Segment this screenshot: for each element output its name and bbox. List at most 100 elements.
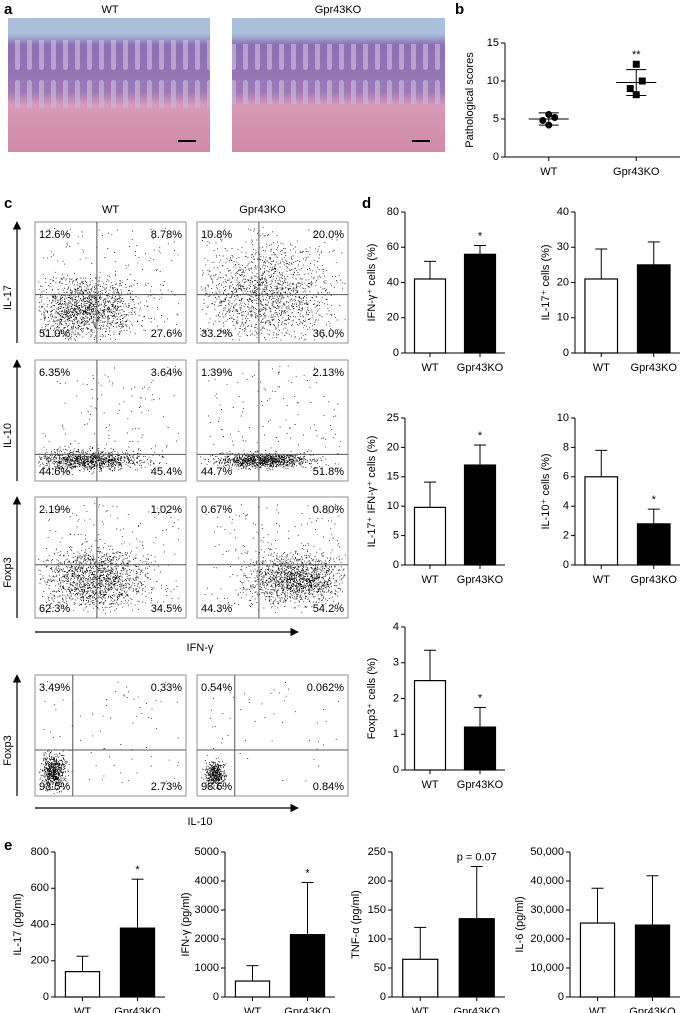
y-tick-label: 4000 (195, 875, 219, 887)
bar (458, 918, 495, 998)
y-axis-label: TNF-α (pg/ml) (350, 890, 362, 959)
histology-wt (8, 18, 210, 152)
y-tick-label: 50,000 (530, 846, 564, 858)
quadrant-percent: 0.33% (151, 682, 182, 694)
y-tick-label: 30,000 (530, 904, 564, 916)
bar (584, 476, 619, 566)
point (551, 113, 559, 121)
y-tick-label: 0 (43, 991, 49, 1003)
quadrant-percent: 51.0% (39, 328, 70, 340)
x-tick-label: WT (412, 1006, 429, 1013)
dot-cloud (204, 503, 346, 614)
y-tick-label: 3 (393, 657, 399, 669)
significance-label: ** (632, 49, 641, 61)
y-tick-label: 80 (387, 206, 399, 218)
quadrant-percent: 2.13% (313, 367, 344, 379)
y-tick-label: 2000 (195, 933, 219, 945)
y-tick-label: 5 (393, 530, 399, 542)
quadrant-percent: 36.0% (313, 328, 344, 340)
quadrant-percent: 98.6% (201, 781, 232, 793)
y-tick-label: 20 (387, 441, 399, 453)
bar (289, 934, 326, 998)
dot-cloud (200, 365, 342, 471)
panel-label: d (362, 195, 371, 212)
y-tick-label: 250 (368, 846, 386, 858)
y-tick-label: 50 (374, 962, 386, 974)
y-tick-label: 100 (368, 933, 386, 945)
significance-label: * (305, 867, 310, 879)
flow-x-label: IL-10 (187, 816, 212, 828)
y-tick-label: 10 (557, 312, 569, 324)
dot-cloud (38, 227, 179, 341)
x-tick-label: WT (244, 1006, 261, 1013)
y-axis-label: IL-17⁺ IFN-γ⁺ cells (%) (366, 436, 378, 548)
quadrant-percent: 44.3% (201, 603, 232, 615)
quadrant-percent: 0.67% (201, 504, 232, 516)
y-tick-label: 1000 (195, 962, 219, 974)
y-tick-label: 0 (393, 764, 399, 776)
x-tick-label: WT (421, 779, 438, 791)
x-tick-label: Gpr43KO (457, 362, 504, 374)
quadrant-percent: 54.2% (313, 603, 344, 615)
y-tick-label: 400 (31, 918, 49, 930)
y-tick-label: 4 (393, 621, 399, 633)
bar (636, 264, 671, 354)
y-tick-label: 8 (563, 441, 569, 453)
quadrant-percent: 0.54% (201, 682, 232, 694)
y-tick-label: 15 (387, 471, 399, 483)
y-tick-label: 800 (31, 846, 49, 858)
quadrant-percent: 44.6% (39, 466, 70, 478)
quadrant-percent: 0.80% (313, 504, 344, 516)
histology-label: Gpr43KO (315, 4, 362, 16)
bar (584, 278, 619, 354)
flow-y-label: Foxp3 (2, 735, 14, 766)
x-tick-label: Gpr43KO (613, 166, 660, 178)
quadrant-percent: 3.49% (39, 682, 70, 694)
quadrant-percent: 10.8% (201, 229, 232, 241)
x-tick-label: WT (589, 1006, 606, 1013)
y-axis-label: IL-6 (pg/ml) (514, 896, 526, 952)
y-tick-label: 10 (557, 412, 569, 424)
panel-label: b (455, 1, 464, 18)
quadrant-percent: 2.73% (151, 781, 182, 793)
bar (119, 927, 156, 998)
quadrant-percent: 33.2% (201, 328, 232, 340)
bar (634, 924, 671, 998)
y-tick-label: 0 (393, 347, 399, 359)
y-tick-label: 40 (387, 276, 399, 288)
flow-y-label: IL-10 (2, 423, 14, 448)
panel-label: a (4, 1, 13, 18)
quadrant-percent: 0.84% (313, 781, 344, 793)
y-axis-label: Pathological scores (464, 52, 476, 148)
x-tick-label: WT (421, 362, 438, 374)
y-axis-label: IL-10⁺ cells (%) (540, 453, 552, 529)
y-tick-label: 6 (563, 471, 569, 483)
panel-label: e (4, 837, 12, 854)
point (539, 117, 547, 125)
significance-label: * (478, 430, 483, 442)
y-tick-label: 2 (563, 530, 569, 542)
point (545, 110, 553, 118)
dot-cloud (201, 682, 340, 790)
bar (413, 278, 447, 354)
point (632, 91, 640, 99)
quadrant-percent: 27.6% (151, 328, 182, 340)
x-tick-label: WT (593, 362, 610, 374)
y-tick-label: 200 (31, 955, 49, 967)
y-tick-label: 200 (368, 875, 386, 887)
y-tick-label: 40 (557, 206, 569, 218)
y-tick-label: 5000 (195, 846, 219, 858)
x-tick-label: Gpr43KO (284, 1006, 331, 1013)
y-axis-label: IL-17 (pg/ml) (12, 893, 24, 955)
y-tick-label: 0 (563, 347, 569, 359)
quadrant-percent: 20.0% (313, 229, 344, 241)
x-tick-label: Gpr43KO (631, 362, 678, 374)
y-tick-label: 0 (380, 991, 386, 1003)
panel-label: c (4, 195, 12, 212)
x-tick-label: Gpr43KO (457, 779, 504, 791)
bar (413, 506, 447, 566)
bar (463, 253, 497, 354)
point (638, 77, 646, 85)
bar (234, 980, 271, 998)
